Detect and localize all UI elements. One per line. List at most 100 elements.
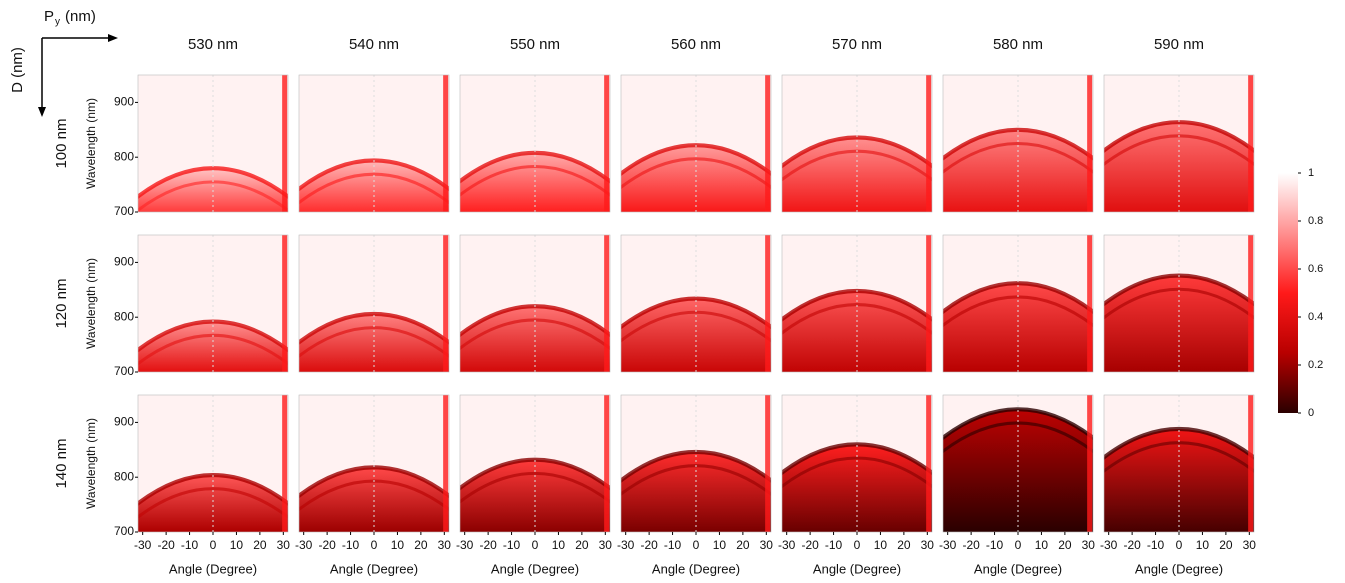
panel-frame (942, 234, 1094, 373)
heatmap-region (1104, 275, 1254, 372)
x-tick-label: 10 (1035, 538, 1049, 552)
x-axis-label: Angle (Degree) (652, 561, 740, 576)
colorbar-tick-label: 0 (1308, 407, 1314, 419)
x-axis-label: Angle (Degree) (491, 561, 579, 576)
x-tick-label: -30 (1100, 538, 1118, 552)
heatmap-panel (621, 395, 771, 532)
x-tick-label: 20 (1219, 538, 1233, 552)
x-tick-label: -30 (939, 538, 957, 552)
heatmap-panel (782, 395, 932, 532)
x-tick-label: 0 (532, 538, 539, 552)
column-title: 530 nm (188, 36, 238, 53)
row-arrowhead (38, 107, 46, 117)
x-tick-label: -20 (157, 538, 175, 552)
x-tick-label: 10 (1196, 538, 1210, 552)
panel-frame (298, 74, 450, 213)
x-tick-label: -20 (1123, 538, 1141, 552)
heatmap-region (782, 137, 932, 212)
x-tick-label: 20 (575, 538, 589, 552)
heatmap-panel (138, 235, 288, 372)
heatmap-panel (621, 235, 771, 372)
y-axis-label: Wavelength (nm) (84, 98, 98, 189)
x-tick-label: 0 (854, 538, 861, 552)
row-axis-label: D (nm) (9, 47, 26, 93)
colorbar-tick-label: 1 (1308, 167, 1314, 179)
x-tick-label: 20 (253, 538, 267, 552)
column-axis-symbol: P (44, 8, 54, 25)
panel-frame (781, 74, 933, 213)
column-arrowhead (108, 34, 118, 42)
edge-band (604, 395, 610, 532)
heatmap-panel (460, 395, 610, 532)
x-tick-label: -30 (617, 538, 635, 552)
x-axis-label: Angle (Degree) (813, 561, 901, 576)
colorbar-tick-label: 0.4 (1308, 311, 1323, 323)
heatmap-panel (782, 75, 932, 212)
y-tick-label: 700 (114, 364, 134, 378)
x-tick-label: 30 (438, 538, 452, 552)
row-title: 140 nm (53, 438, 70, 488)
column-title: 550 nm (510, 36, 560, 53)
resonance-band (299, 311, 449, 345)
resonance-band (943, 407, 1093, 441)
edge-band (1248, 235, 1254, 372)
edge-band (765, 395, 771, 532)
edge-band (282, 75, 288, 212)
y-tick-label: 900 (114, 255, 134, 269)
y-tick-label: 800 (114, 149, 134, 163)
heatmap-region (1104, 122, 1254, 212)
heatmap-panel (782, 235, 932, 372)
panel-frame (1103, 234, 1255, 373)
resonance-band (621, 296, 771, 330)
heatmap-panel (943, 235, 1093, 372)
heatmap-region (138, 475, 288, 532)
x-tick-label: 20 (414, 538, 428, 552)
x-tick-label: 0 (1176, 538, 1183, 552)
x-tick-label: 20 (736, 538, 750, 552)
panel-frame (942, 74, 1094, 213)
x-tick-label: -10 (181, 538, 199, 552)
edge-band (443, 235, 449, 372)
edge-band (1087, 395, 1093, 532)
edge-band (282, 395, 288, 532)
x-axis-label: Angle (Degree) (974, 561, 1062, 576)
heatmap-region (460, 306, 610, 372)
heatmap-panel (943, 395, 1093, 532)
colorbar (1278, 173, 1298, 413)
colorbar-tick-label: 0.2 (1308, 359, 1323, 371)
column-axis-subscript: y (55, 17, 60, 28)
edge-band (1087, 235, 1093, 372)
heatmap-panel (943, 75, 1093, 212)
x-tick-label: -20 (801, 538, 819, 552)
resonance-band (621, 157, 771, 190)
x-tick-label: 30 (1082, 538, 1096, 552)
column-title: 590 nm (1154, 36, 1204, 53)
resonance-band (943, 127, 1093, 161)
edge-band (604, 75, 610, 212)
resonance-band (782, 303, 932, 335)
heatmap-panel (460, 75, 610, 212)
x-tick-label: -20 (962, 538, 980, 552)
x-tick-label: 20 (897, 538, 911, 552)
x-tick-label: 10 (874, 538, 888, 552)
edge-band (1087, 75, 1093, 212)
x-tick-label: -20 (640, 538, 658, 552)
column-title: 580 nm (993, 36, 1043, 53)
panel-frame (781, 234, 933, 373)
x-tick-label: -10 (825, 538, 843, 552)
x-tick-label: 20 (1058, 538, 1072, 552)
x-tick-label: -10 (986, 538, 1004, 552)
edge-band (765, 75, 771, 212)
column-title: 560 nm (671, 36, 721, 53)
heatmap-panel (138, 75, 288, 212)
panel-frame (298, 234, 450, 373)
resonance-band (1104, 287, 1254, 320)
x-tick-label: -30 (778, 538, 796, 552)
x-tick-label: -30 (295, 538, 313, 552)
x-tick-label: -10 (1147, 538, 1165, 552)
x-tick-label: -20 (318, 538, 336, 552)
resonance-band (1104, 426, 1254, 460)
row-title: 120 nm (53, 278, 70, 328)
x-tick-label: 0 (1015, 538, 1022, 552)
